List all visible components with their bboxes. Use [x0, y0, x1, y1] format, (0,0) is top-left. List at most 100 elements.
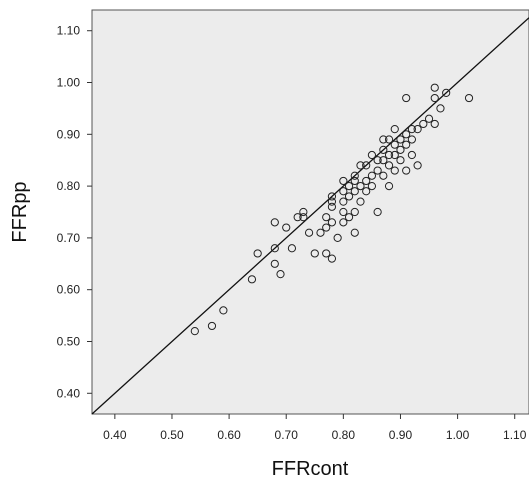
- data-point: [350, 171, 359, 180]
- data-point: [373, 166, 382, 175]
- data-point: [384, 182, 394, 191]
- data-point: [413, 161, 422, 170]
- data-point: [350, 228, 359, 237]
- x-axis-title: FFRcont: [272, 458, 349, 480]
- y-tick-label: 0.50: [57, 334, 81, 348]
- y-tick-label: 0.60: [57, 283, 81, 297]
- data-point: [339, 187, 348, 196]
- data-point: [253, 249, 262, 258]
- y-axis-title: FFRpp: [9, 181, 31, 242]
- data-point: [390, 150, 399, 160]
- reference-line-group: [91, 17, 529, 415]
- data-point: [362, 187, 371, 196]
- data-point: [270, 259, 279, 268]
- data-point: [327, 202, 337, 211]
- data-point: [322, 213, 331, 222]
- data-point: [327, 192, 337, 201]
- data-point: [247, 275, 257, 284]
- data-point: [384, 150, 394, 160]
- y-tick-label: 1.00: [57, 76, 81, 90]
- data-point: [356, 182, 365, 191]
- x-tick-label: 0.90: [389, 428, 413, 442]
- data-point: [390, 140, 399, 149]
- data-point: [407, 135, 416, 144]
- x-tick-label: 1.00: [446, 428, 470, 442]
- data-point: [190, 327, 199, 336]
- data-point: [219, 306, 228, 315]
- x-tick-label: 0.60: [217, 428, 241, 442]
- data-point: [327, 218, 337, 227]
- identity-reference-line: [91, 17, 529, 415]
- x-tick-label: 0.70: [275, 428, 299, 442]
- data-point: [402, 130, 411, 139]
- data-point: [373, 156, 382, 165]
- data-point: [270, 218, 279, 227]
- data-point: [379, 171, 388, 180]
- data-point: [367, 171, 377, 180]
- data-point: [436, 104, 445, 113]
- data-point: [339, 176, 348, 186]
- data-point: [379, 145, 388, 154]
- data-point: [282, 223, 291, 232]
- data-point: [402, 166, 411, 175]
- data-point: [350, 207, 359, 217]
- data-point: [430, 83, 439, 92]
- y-tick-label: 0.40: [57, 386, 81, 400]
- data-point: [413, 125, 422, 134]
- data-point: [333, 233, 342, 242]
- data-point: [310, 249, 319, 258]
- data-point: [344, 192, 354, 201]
- x-tick-label: 0.50: [160, 428, 184, 442]
- data-point: [407, 150, 416, 160]
- x-tick-label: 0.40: [103, 428, 127, 442]
- data-point: [379, 156, 388, 165]
- data-point: [396, 156, 405, 165]
- y-tick-label: 0.80: [57, 179, 81, 193]
- data-point: [356, 197, 365, 206]
- data-point: [316, 228, 325, 237]
- data-point: [390, 166, 399, 175]
- x-tick-label: 0.80: [332, 428, 356, 442]
- data-point: [304, 228, 314, 237]
- data-point: [396, 145, 405, 154]
- data-point: [407, 125, 416, 134]
- data-point: [419, 119, 428, 129]
- data-point: [344, 213, 354, 222]
- data-point: [442, 88, 451, 97]
- data-point: [327, 197, 337, 206]
- data-point: [402, 93, 411, 103]
- data-point: [362, 176, 371, 186]
- data-point: [299, 207, 308, 217]
- data-point: [384, 161, 394, 170]
- data-point: [424, 114, 434, 123]
- data-point: [402, 140, 411, 149]
- data-points: [190, 83, 474, 336]
- data-point: [287, 244, 297, 253]
- y-tick-label: 0.90: [57, 127, 81, 141]
- data-point: [327, 254, 337, 263]
- data-point: [464, 93, 474, 103]
- data-point: [339, 197, 348, 206]
- data-point: [356, 161, 365, 170]
- data-point: [339, 207, 348, 217]
- data-point: [350, 187, 359, 196]
- data-point: [430, 119, 439, 129]
- data-point: [379, 135, 388, 144]
- data-point: [270, 244, 279, 253]
- data-point: [373, 207, 382, 217]
- x-axis: 0.40 0.50 0.60 0.70 0.80 0.90 1.00 1.10: [103, 414, 527, 442]
- data-point: [293, 213, 302, 222]
- data-point: [344, 182, 354, 191]
- data-point: [339, 218, 348, 227]
- data-point: [276, 270, 285, 279]
- plot-area: [91, 9, 529, 415]
- data-point: [430, 93, 439, 103]
- data-point: [384, 135, 394, 144]
- data-point: [396, 135, 405, 144]
- data-point: [207, 321, 217, 331]
- data-point: [299, 213, 308, 222]
- data-point: [350, 176, 359, 186]
- x-tick-label: 1.10: [503, 428, 527, 442]
- data-point: [390, 125, 399, 134]
